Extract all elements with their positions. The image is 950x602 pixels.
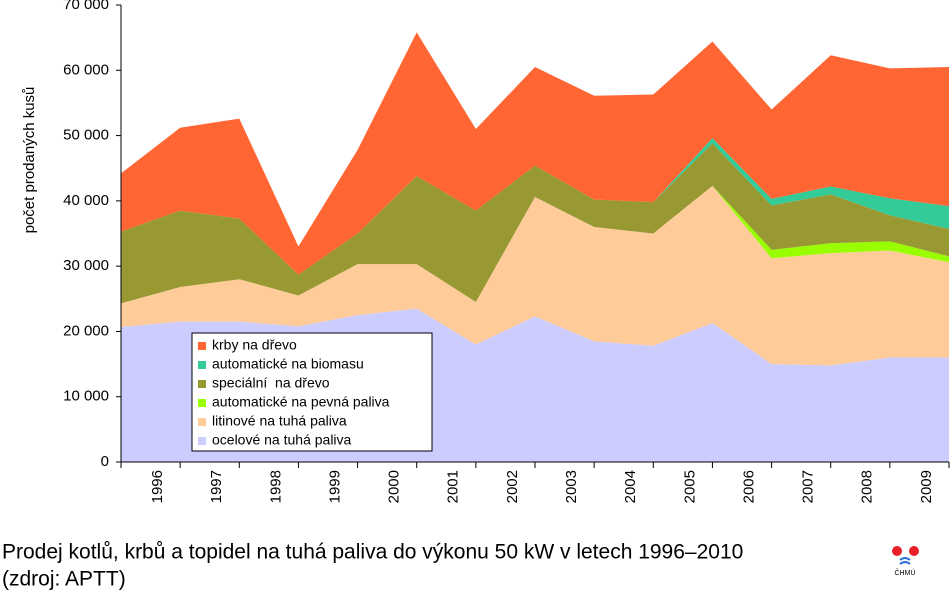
x-tick-label: 2000	[386, 470, 403, 503]
y-tick-label: 30 000	[63, 257, 109, 274]
logo-text: ČHMÚ	[895, 568, 916, 577]
area	[121, 185, 949, 366]
x-tick-label: 1999	[326, 470, 343, 503]
legend-box	[191, 332, 433, 452]
caption: Prodej kotlů, krbů a topidel na tuhá pal…	[2, 541, 743, 564]
area	[121, 143, 949, 304]
legend-label: automatické na biomasu	[212, 356, 364, 372]
legend-swatch	[198, 380, 206, 388]
x-tick-label: 1997	[208, 470, 225, 503]
y-tick-label: 0	[101, 453, 109, 470]
legend-label: litinové na tuhá paliva	[212, 413, 347, 429]
x-tick-label: 1998	[267, 470, 284, 503]
y-tick-label: 60 000	[63, 61, 109, 78]
y-tick-label: 10 000	[63, 388, 109, 405]
legend-swatch	[198, 361, 206, 369]
x-tick-label: 2008	[859, 470, 876, 503]
area	[121, 138, 949, 275]
y-tick-label: 40 000	[63, 192, 109, 209]
legend-swatch	[198, 437, 206, 445]
legend-swatch	[198, 399, 206, 407]
x-tick-label: 2002	[504, 470, 521, 503]
area	[121, 32, 949, 275]
legend: krby na dřevo automatické na biomasu speci…	[191, 332, 433, 452]
y-tick-label: 20 000	[63, 322, 109, 339]
x-tick-label: 2006	[740, 470, 757, 503]
y-axis-label: počet prodaných kusů	[21, 87, 38, 234]
logo: ČHMÚ	[892, 546, 919, 577]
x-tick-label: 2003	[563, 470, 580, 503]
x-tick-label: 2004	[622, 470, 639, 503]
y-tick-label: 70 000	[63, 0, 109, 13]
x-tick-label: 2007	[800, 470, 817, 503]
x-tick-label: 2009	[918, 470, 935, 503]
x-tick-label: 2005	[681, 470, 698, 503]
legend-label: speciální na dřevo	[212, 375, 330, 391]
x-tick-label: 2001	[445, 470, 462, 503]
legend-label: automatické na pevná paliva	[212, 394, 390, 410]
source: (zdroj: APTT)	[2, 568, 126, 591]
legend-swatch	[198, 342, 206, 350]
legend-label: ocelové na tuhá paliva	[212, 432, 352, 448]
y-tick-label: 50 000	[63, 127, 109, 144]
legend-swatch	[198, 418, 206, 426]
x-tick-label: 1996	[149, 470, 166, 503]
legend-label: krby na dřevo	[212, 337, 297, 353]
